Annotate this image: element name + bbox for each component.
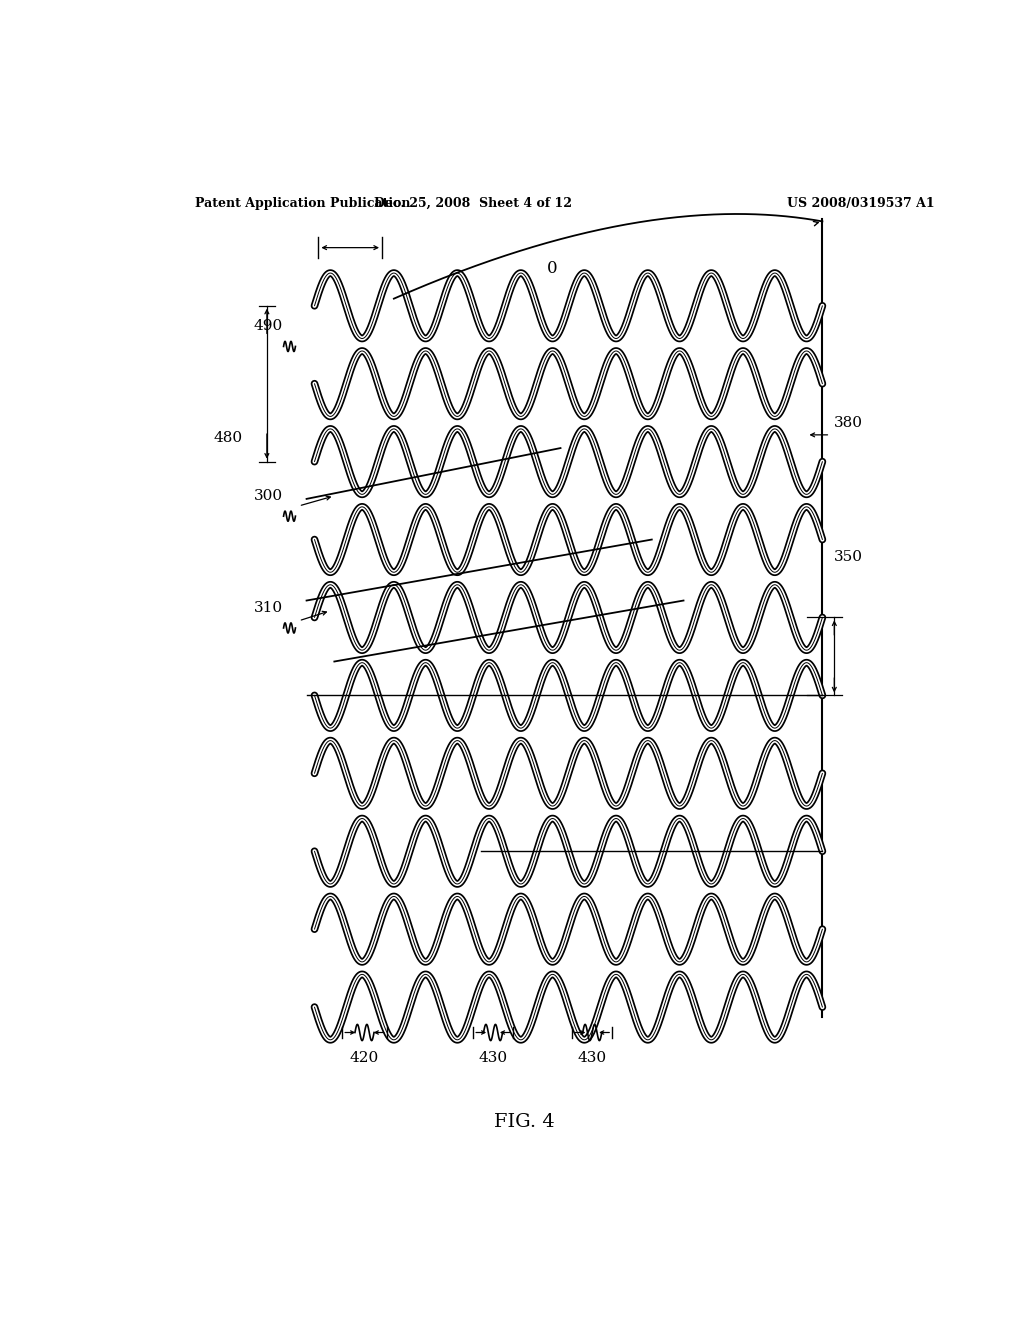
Text: 480: 480: [214, 430, 243, 445]
Text: 300: 300: [254, 488, 283, 503]
Text: 350: 350: [835, 550, 863, 564]
Text: Patent Application Publication: Patent Application Publication: [196, 197, 411, 210]
Text: 310: 310: [254, 601, 283, 615]
Text: FIG. 4: FIG. 4: [495, 1113, 555, 1131]
Text: 380: 380: [835, 416, 863, 430]
Text: US 2008/0319537 A1: US 2008/0319537 A1: [786, 197, 934, 210]
Text: 490: 490: [254, 319, 283, 333]
Text: Dec. 25, 2008  Sheet 4 of 12: Dec. 25, 2008 Sheet 4 of 12: [374, 197, 572, 210]
Text: 420: 420: [350, 1051, 379, 1065]
Text: 430: 430: [478, 1051, 508, 1065]
Text: 430: 430: [578, 1051, 607, 1065]
Text: 0: 0: [547, 260, 558, 277]
